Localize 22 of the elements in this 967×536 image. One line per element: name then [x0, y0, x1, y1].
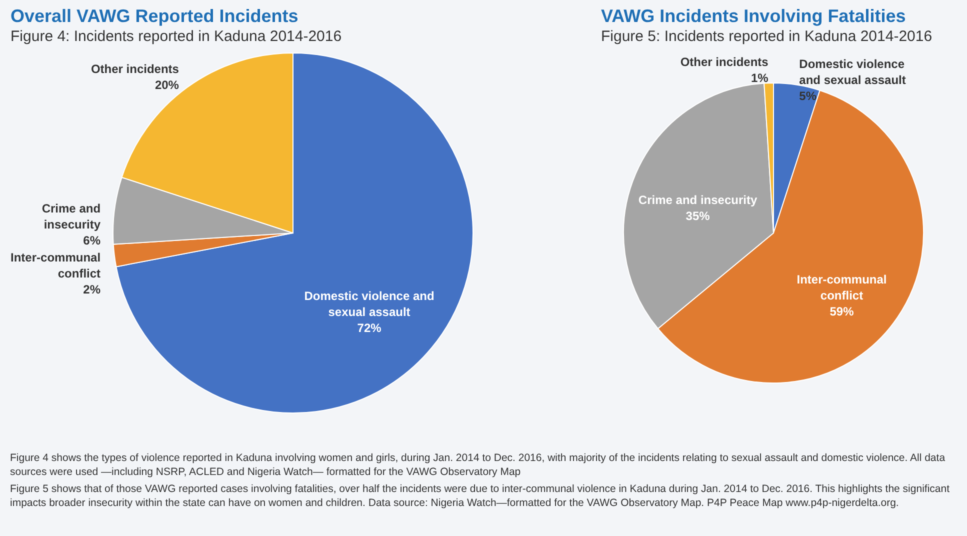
slice-label: Domestic violence and sexual assault: [304, 289, 434, 320]
chart-subtitle: Figure 4: Incidents reported in Kaduna 2014-2016: [10, 28, 342, 45]
slice-label: Other incidents: [90, 62, 180, 76]
data-label: 5%: [799, 89, 817, 104]
slice-label: Other incidents: [680, 55, 769, 70]
chart-subtitle: Figure 5: Incidents reported in Kaduna 2014-2016: [601, 28, 932, 45]
data-label: 2%: [83, 282, 101, 296]
chart-title: Overall VAWG Reported Incidents: [10, 6, 298, 26]
data-label: 35%: [686, 209, 710, 224]
data-label: 72%: [357, 321, 382, 336]
data-label: 1%: [751, 71, 769, 86]
data-label: 20%: [154, 78, 180, 92]
slice-label: Inter-communal conflict: [796, 272, 887, 302]
data-label: 6%: [83, 234, 101, 248]
caption: Figure 5 shows that of those VAWG reported cases involving fatalities, over half the incidents were due to inter-communal violence in Kaduna during Jan. 2014 to Dec. 2016. This highlights the significant impacts broader insecurity within the state can have on women and children. Data source: Nigeria Watch—formatted for the VAWG Observatory Map. P4P Peace Map www.p4p-nigerdelta.org.: [10, 483, 950, 511]
chart-title: VAWG Incidents Involving Fatalities: [601, 6, 906, 26]
caption: Figure 4 shows the types of violence reported in Kaduna involving women and girls, during Jan. 2014 to Dec. 2016, with majority of the incidents relating to sexual assault and domestic violence. All data sources were used —including NSRP, ACLED and Nigeria Watch— formatted for the VAWG Observatory Map: [10, 452, 946, 480]
data-label: 59%: [830, 304, 854, 318]
slice-label: Domestic violence and sexual assault: [799, 57, 906, 88]
slice-label: Crime and insecurity: [638, 193, 758, 208]
slice-label: Crime and insecurity: [42, 202, 101, 232]
slice-label: Inter-communal conflict: [10, 250, 101, 280]
